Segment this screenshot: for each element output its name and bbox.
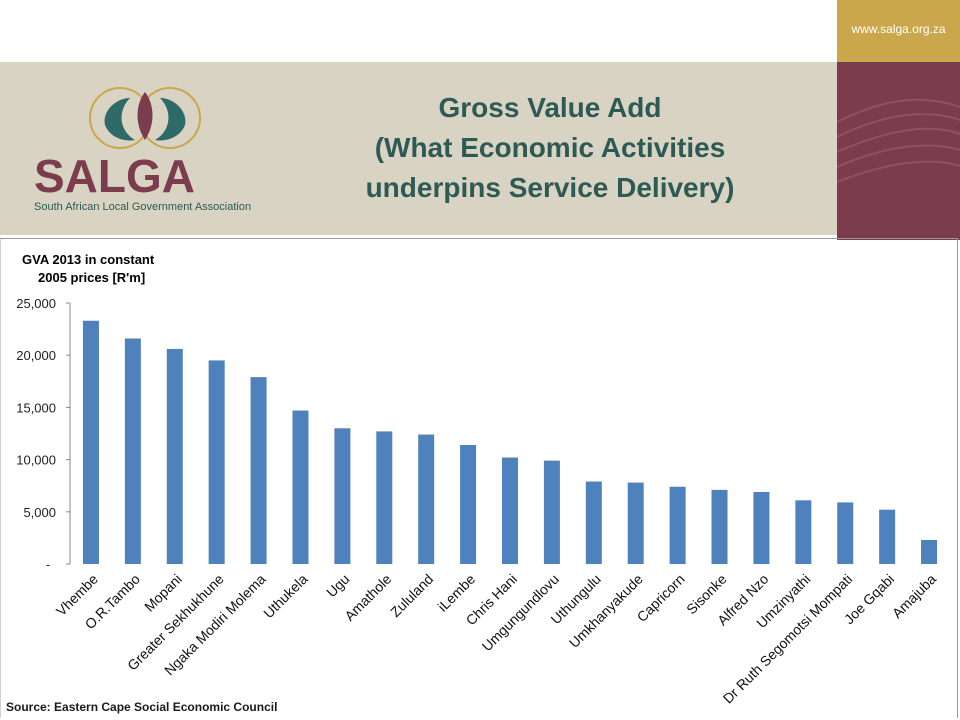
y-tick-label: 15,000 [16,400,56,415]
bar [208,360,225,564]
y-tick-label: 10,000 [16,453,56,468]
bar [711,489,728,564]
x-category-label: Zululand [387,571,436,620]
bar [250,377,267,564]
x-category-label: Ugu [323,571,352,600]
bar [334,428,351,564]
y-tick-label: 5,000 [23,505,56,520]
logo-text: SALGA [34,150,195,202]
salga-logo-graphic: SALGA South African Local Government Ass… [34,87,251,213]
bar [418,434,435,564]
bar [879,509,896,564]
bar [166,348,183,564]
bar [627,482,644,564]
chart-title-line-1: GVA 2013 in constant [22,252,155,267]
bar [795,500,812,564]
y-tick-label: 20,000 [16,348,56,363]
chart-frame [0,238,958,718]
header-gold-tab [837,0,960,62]
bar [124,338,141,564]
y-tick-label: - [46,557,50,572]
page-title-line-2: (What Economic Activities [374,132,726,163]
bar [669,486,686,564]
logo-subtitle: South African Local Government Associati… [34,201,251,213]
site-url: www.salga.org.za [851,22,946,36]
source-note: Source: Eastern Cape Social Economic Cou… [6,700,278,714]
salga-logo: SALGA South African Local Government Ass… [30,80,280,220]
page-title-line-3: underpins Service Delivery) [365,172,735,203]
page-title: Gross Value Add (What Economic Activitie… [290,88,810,208]
bar [921,539,938,564]
bar [502,457,518,564]
bar [376,431,393,564]
x-category-label: Uthukela [260,571,311,622]
header-band [0,62,837,235]
y-tick-label: 25,000 [16,296,56,311]
decorative-curves-icon [837,98,960,183]
bar [543,460,560,564]
x-category-label: Umgungundlovu [479,571,562,654]
x-category-label: Amathole [341,571,394,624]
bar [585,481,602,564]
x-category-label: Umkhanyakude [566,571,646,651]
decorative-maroon-panel [837,62,960,240]
bar [460,444,477,564]
bar [82,320,99,564]
bar [837,502,854,564]
gva-bar-chart: GVA 2013 in constant 2005 prices [R'm] -… [16,252,940,706]
bar [292,410,309,564]
chart-title-line-2: 2005 prices [R'm] [38,270,145,285]
page-title-line-1: Gross Value Add [438,92,662,123]
bar [753,491,770,564]
x-category-label: Amajuba [889,571,940,622]
